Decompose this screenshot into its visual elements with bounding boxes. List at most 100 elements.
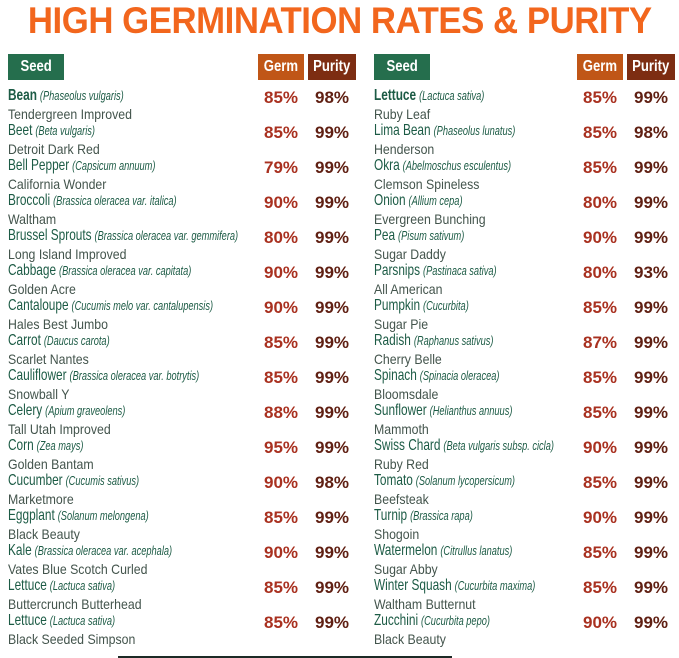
seed-row: Pea (Pisum sativum) Sugar Daddy 90% 99% (374, 227, 675, 262)
purity-value: 99% (633, 543, 669, 562)
seed-variety: Hales Best Jumbo (8, 316, 108, 332)
seed-name-line: Eggplant (Solanum melongena) (8, 507, 190, 525)
seed-row: Cucumber (Cucumis sativus) Marketmore 90%… (8, 472, 356, 507)
seed-name-line: Kale (Brassica oleracea var. acephala) (8, 542, 190, 560)
seed-cell: Cantaloupe (Cucumis melo var. cantalupens… (8, 297, 254, 332)
seed-variety: Long Island Improved (8, 246, 127, 262)
seed-latin-name: (Solanum lycopersicum) (415, 474, 516, 488)
germ-value: 80% (582, 263, 618, 282)
seed-name-line: Winter Squash (Cucurbita maxima) (374, 577, 535, 595)
seed-latin-name: (Brassica oleracea var. acephala) (34, 544, 173, 558)
purity-value: 99% (633, 158, 669, 177)
seed-variety: Cherry Belle (374, 351, 442, 367)
seed-latin-name: (Cucurbita pepo) (421, 614, 490, 628)
seed-cell: Lettuce (Lactuca sativa) Buttercrunch But… (8, 577, 254, 612)
seed-latin-name: (Brassica oleracea var. gemmifera) (94, 229, 239, 243)
seed-row: Bean (Phaseolus vulgaris) Tendergreen Imp… (8, 87, 356, 122)
purity-value: 98% (633, 123, 669, 142)
purity-value: 99% (633, 298, 669, 317)
seed-latin-name: (Brassica oleracea var. italica) (53, 194, 177, 208)
seed-name: Parsnips (374, 262, 421, 279)
purity-column-badge: Purity (308, 54, 356, 80)
seed-cell: Okra (Abelmoschus esculentus) Clemson Spi… (374, 157, 573, 192)
seed-name: Cucumber (8, 472, 63, 489)
seed-cell: Eggplant (Solanum melongena) Black Beauty (8, 507, 254, 542)
purity-value: 99% (314, 123, 350, 142)
seed-column-label: Seed (20, 58, 52, 75)
seed-name-line: Lettuce (Lactuca sativa) (8, 612, 190, 630)
germ-value: 90% (263, 263, 299, 282)
purity-column-badge: Purity (627, 54, 675, 80)
seed-cell: Kale (Brassica oleracea var. acephala) Va… (8, 542, 254, 577)
seed-variety: Mammoth (374, 421, 429, 437)
page-title: HIGH GERMINATION RATES & PURITY (27, 0, 652, 41)
seed-name: Kale (8, 542, 32, 559)
seed-variety: Tall Utah Improved (8, 421, 111, 437)
seed-name-line: Corn (Zea mays) (8, 437, 190, 455)
seed-cell: Bean (Phaseolus vulgaris) Tendergreen Imp… (8, 87, 254, 122)
seed-name: Zucchini (374, 612, 419, 629)
seed-name: Broccoli (8, 192, 51, 209)
seed-variety: Beefsteak (374, 491, 429, 507)
germ-value: 85% (582, 578, 618, 597)
seed-latin-name: (Beta vulgaris) (35, 124, 95, 138)
seed-cell: Pea (Pisum sativum) Sugar Daddy (374, 227, 573, 262)
seed-variety: Waltham Butternut (374, 596, 476, 612)
seed-variety: Sugar Abby (374, 561, 438, 577)
germ-value: 85% (582, 123, 618, 142)
seed-row: Zucchini (Cucurbita pepo) Black Beauty 90… (374, 612, 675, 647)
seed-name: Bean (8, 87, 37, 104)
seed-latin-name: (Helianthus annuus) (429, 404, 513, 418)
seed-name: Cabbage (8, 262, 57, 279)
purity-value: 99% (314, 228, 350, 247)
seed-row: Kale (Brassica oleracea var. acephala) Va… (8, 542, 356, 577)
seed-table-right: Seed Germ Purity Lettuce (Lactuca sativa)… (374, 48, 675, 647)
seed-table-left: Seed Germ Purity Bean (Phaseolus vulgaris… (8, 48, 356, 647)
seed-variety: California Wonder (8, 176, 107, 192)
germ-value: 90% (582, 438, 618, 457)
seed-name: Lima Bean (374, 122, 431, 139)
seed-row: Lettuce (Lactuca sativa) Ruby Leaf 85% 99… (374, 87, 675, 122)
seed-name-line: Zucchini (Cucurbita pepo) (374, 612, 521, 630)
seed-row: Broccoli (Brassica oleracea var. italica)… (8, 192, 356, 227)
purity-value: 99% (314, 333, 350, 352)
seed-row: Watermelon (Citrullus lanatus) Sugar Abby… (374, 542, 675, 577)
germ-value: 90% (582, 613, 618, 632)
seed-row: Bell Pepper (Capsicum annuum) California … (8, 157, 356, 192)
seed-name-line: Parsnips (Pastinaca sativa) (374, 262, 521, 280)
seed-name-line: Celery (Apium graveolens) (8, 402, 190, 420)
germ-value: 85% (263, 368, 299, 387)
germ-value: 90% (263, 298, 299, 317)
seed-row: Okra (Abelmoschus esculentus) Clemson Spi… (374, 157, 675, 192)
seed-name: Lettuce (8, 612, 47, 629)
seed-name-line: Watermelon (Citrullus lanatus) (374, 542, 521, 560)
seed-variety: Shogoin (374, 526, 420, 542)
germ-value: 85% (582, 88, 618, 107)
seed-latin-name: (Spinacia oleracea) (419, 369, 500, 383)
seed-name: Cauliflower (8, 367, 67, 384)
seed-name: Eggplant (8, 507, 55, 524)
seed-variety: Sugar Daddy (374, 246, 446, 262)
seed-name: Turnip (374, 507, 408, 524)
germ-value: 90% (582, 508, 618, 527)
seed-latin-name: (Pastinaca sativa) (423, 264, 497, 278)
purity-value: 99% (314, 403, 350, 422)
purity-value: 99% (314, 508, 350, 527)
germ-value: 85% (582, 473, 618, 492)
seed-name: Pea (374, 227, 396, 244)
seed-row: Pumpkin (Cucurbita) Sugar Pie 85% 99% (374, 297, 675, 332)
seed-variety: Buttercrunch Butterhead (8, 596, 142, 612)
seed-name: Sunflower (374, 402, 427, 419)
seed-name-line: Spinach (Spinacia oleracea) (374, 367, 521, 385)
purity-value: 98% (314, 473, 350, 492)
seed-row: Lettuce (Lactuca sativa) Black Seeded Sim… (8, 612, 356, 647)
seed-name: Brussel Sprouts (8, 227, 92, 244)
purity-column-label: Purity (313, 58, 351, 75)
seed-variety: Clemson Spineless (374, 176, 480, 192)
seed-name-line: Cucumber (Cucumis sativus) (8, 472, 190, 490)
seed-name: Cantaloupe (8, 297, 69, 314)
seed-latin-name: (Cucumis melo var. cantalupensis) (71, 299, 214, 313)
seed-cell: Lettuce (Lactuca sativa) Ruby Leaf (374, 87, 573, 122)
seed-variety: Vates Blue Scotch Curled (8, 561, 148, 577)
seed-variety: Ruby Red (374, 456, 429, 472)
